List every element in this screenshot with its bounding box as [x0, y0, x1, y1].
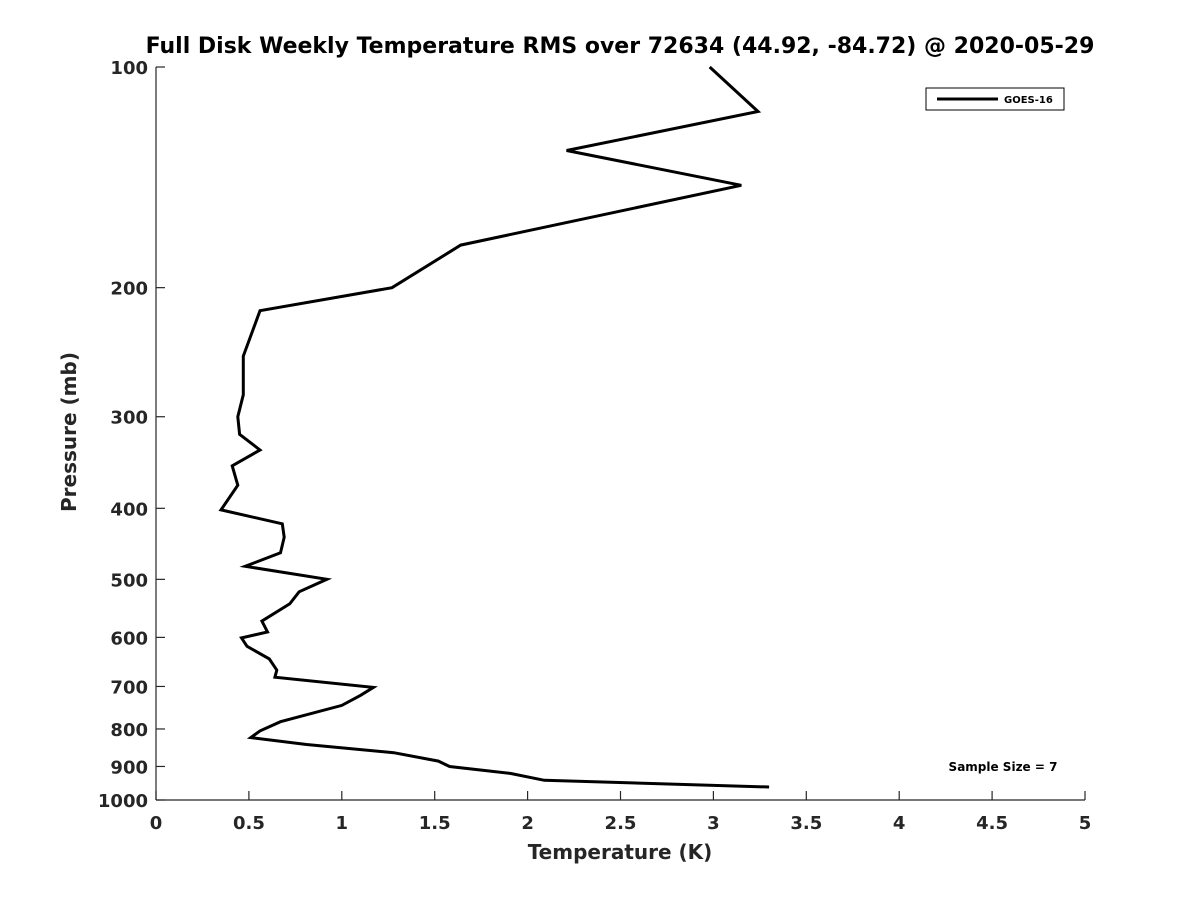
y-tick-label: 300: [110, 408, 148, 429]
x-tick-label: 3.5: [790, 813, 822, 834]
series-layer: [218, 65, 770, 789]
x-tick-label: 2: [521, 813, 534, 834]
y-axis-title: Pressure (mb): [57, 352, 81, 512]
x-axis-title: Temperature (K): [528, 840, 713, 864]
chart-title: Full Disk Weekly Temperature RMS over 72…: [146, 34, 1095, 59]
x-tick-label: 1: [336, 813, 349, 834]
x-tick-label: 1.5: [419, 813, 451, 834]
y-tick-label: 100: [110, 58, 148, 79]
legend: GOES-16: [925, 87, 1065, 111]
series-line-0: [218, 65, 770, 789]
sample-size-annotation: Sample Size = 7: [949, 760, 1058, 774]
x-tick-label: 0: [150, 813, 163, 834]
y-tick-label: 900: [110, 757, 148, 778]
x-tick-label: 4: [893, 813, 906, 834]
x-tick-label: 4.5: [976, 813, 1008, 834]
x-tick-label: 2.5: [605, 813, 637, 834]
legend-label: GOES-16: [1004, 95, 1053, 106]
x-tick-label: 5: [1079, 813, 1092, 834]
y-tick-label: 700: [110, 677, 148, 698]
y-tick-label: 500: [110, 570, 148, 591]
y-tick-label: 800: [110, 720, 148, 741]
y-tick-label: 400: [110, 499, 148, 520]
y-tick-label: 1000: [98, 791, 148, 812]
x-tick-label: 0.5: [233, 813, 265, 834]
y-tick-label: 200: [110, 279, 148, 300]
y-tick-label: 600: [110, 628, 148, 649]
axes: 0 0.5 1 1.5 2 2.5 3 3.5 4 4.5 5 100 200 300 400 500 600 7…: [98, 58, 1091, 834]
x-tick-label: 3: [707, 813, 720, 834]
